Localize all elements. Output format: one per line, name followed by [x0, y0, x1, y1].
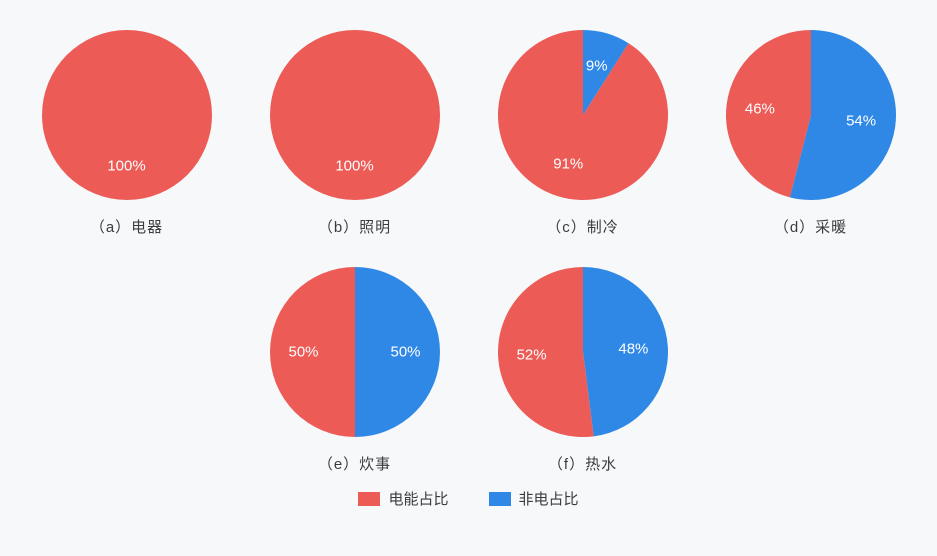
pie-cell-b: 100% （b）照明: [265, 30, 445, 237]
pie-row-2: 50% 50% （e）炊事 48% 52% （f）热水: [0, 237, 937, 474]
pie-cell-d: 54% 46% （d）采暖: [721, 30, 901, 237]
pie-row-1: 100% （a）电器 100% （b）照明 9% 91% （c）制冷 54% 46%…: [0, 0, 937, 237]
pie-cell-e: 50% 50% （e）炊事: [265, 267, 445, 474]
pie-a: 100%: [42, 30, 212, 200]
pie-label-non-electric: 54%: [846, 113, 876, 130]
legend-label-non-electric: 非电占比: [519, 488, 579, 509]
pie-caption-d: （d）采暖: [774, 216, 847, 237]
pie-c: 9% 91%: [498, 30, 668, 200]
pie-label-electric: 91%: [553, 155, 583, 172]
legend-label-electric: 电能占比: [388, 488, 448, 509]
legend-item-electric: 电能占比: [358, 488, 448, 509]
legend-swatch-electric: [358, 492, 380, 506]
pie-caption-f: （f）热水: [548, 453, 617, 474]
pie-label-non-electric: 48%: [618, 340, 648, 357]
chart-canvas: 100% （a）电器 100% （b）照明 9% 91% （c）制冷 54% 46%…: [0, 0, 937, 556]
pie-label-electric: 100%: [107, 158, 145, 175]
pie-label-electric: 52%: [517, 347, 547, 364]
pie-cell-a: 100% （a）电器: [37, 30, 217, 237]
pie-cell-c: 9% 91% （c）制冷: [493, 30, 673, 237]
pie-slice-electric: [498, 30, 668, 200]
pie-slice-electric: [270, 30, 440, 200]
legend-item-non-electric: 非电占比: [489, 488, 579, 509]
pie-e: 50% 50%: [270, 267, 440, 437]
pie-caption-b: （b）照明: [318, 216, 391, 237]
pie-d: 54% 46%: [726, 30, 896, 200]
pie-cell-f: 48% 52% （f）热水: [493, 267, 673, 474]
pie-slice-electric: [42, 30, 212, 200]
pie-b: 100%: [270, 30, 440, 200]
legend-swatch-non-electric: [489, 492, 511, 506]
pie-label-electric: 46%: [745, 100, 775, 117]
pie-caption-a: （a）电器: [90, 216, 163, 237]
pie-label-electric: 100%: [335, 158, 373, 175]
pie-caption-c: （c）制冷: [546, 216, 619, 237]
pie-caption-e: （e）炊事: [318, 453, 391, 474]
pie-label-non-electric: 50%: [390, 344, 420, 361]
legend: 电能占比 非电占比: [0, 488, 937, 509]
pie-label-electric: 50%: [288, 344, 318, 361]
pie-label-non-electric: 9%: [586, 58, 608, 75]
pie-f: 48% 52%: [498, 267, 668, 437]
